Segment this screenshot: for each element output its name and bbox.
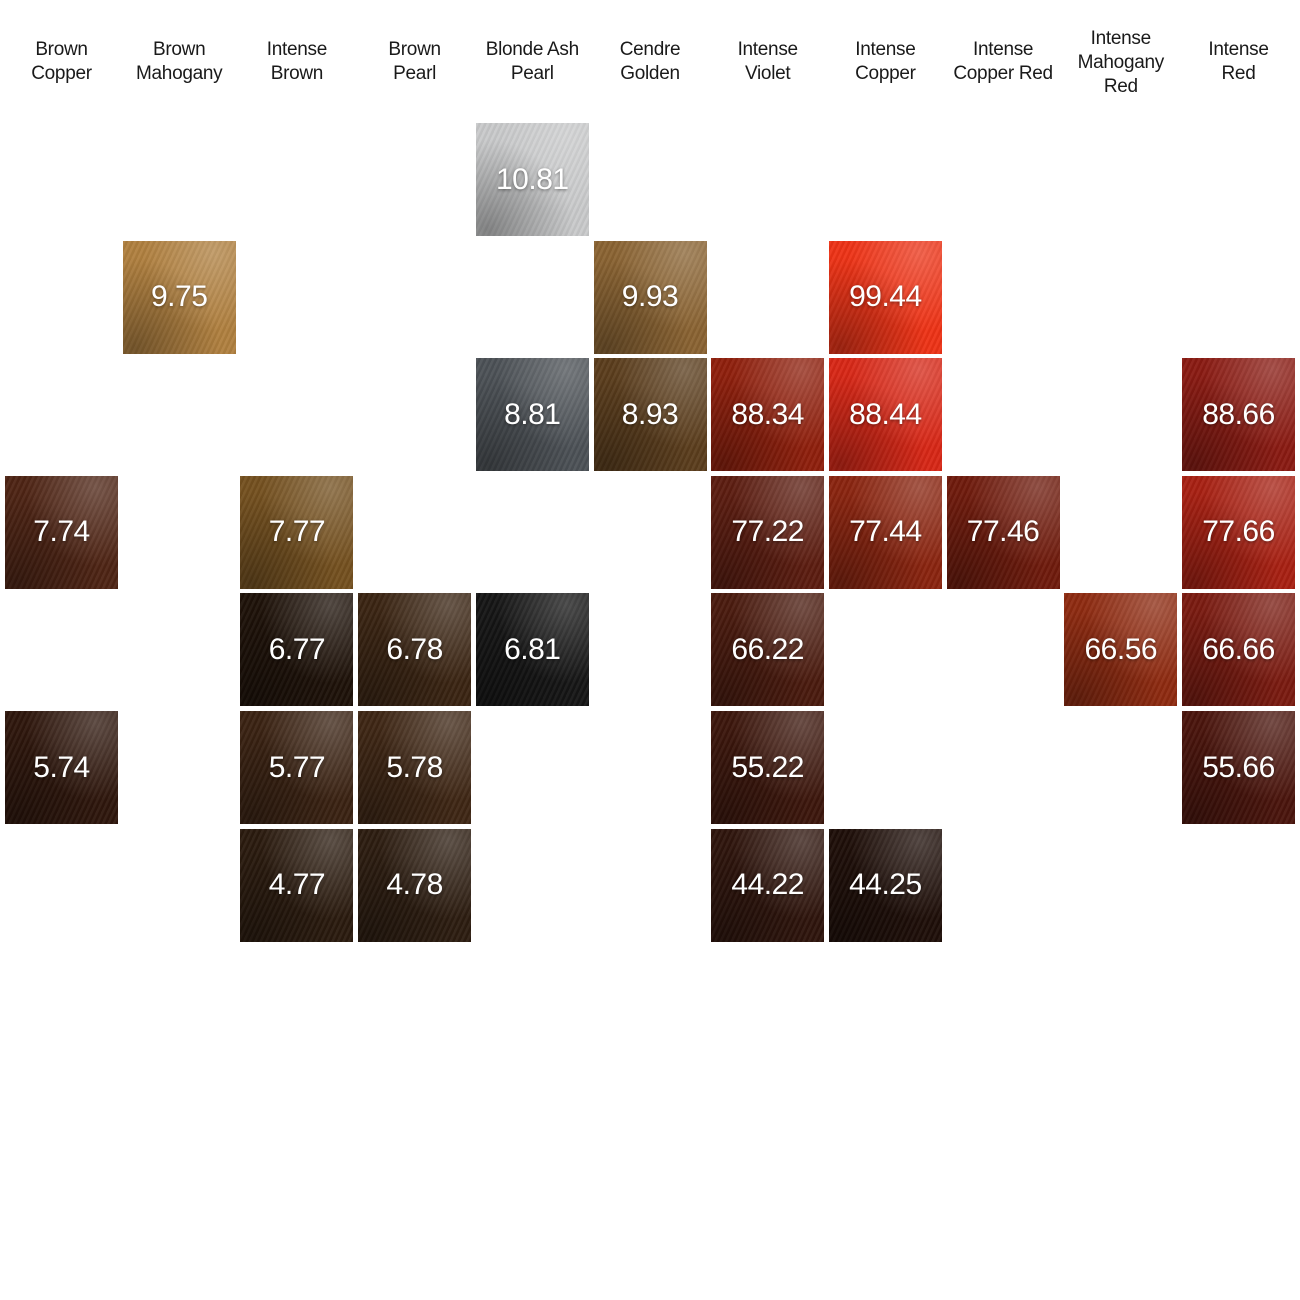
swatch-code: 10.81 — [496, 162, 569, 196]
swatch-code: 9.93 — [621, 280, 679, 314]
color-swatch[interactable]: 66.66 — [1182, 593, 1295, 707]
column-header: Intense Violet — [737, 39, 799, 84]
swatch-code: 8.93 — [621, 397, 679, 431]
column-header: Intense Copper Red — [953, 39, 1053, 84]
color-swatch[interactable]: 6.81 — [475, 593, 589, 707]
swatch-code: 7.74 — [33, 515, 90, 549]
column-header: Brown Mahogany — [136, 39, 223, 84]
swatch-code: 77.22 — [731, 515, 804, 549]
color-swatch[interactable]: 44.22 — [711, 828, 825, 942]
swatch-code: 5.78 — [386, 750, 443, 784]
color-swatch[interactable]: 55.22 — [711, 711, 825, 824]
color-swatch[interactable]: 6.78 — [358, 593, 472, 707]
swatch-code: 88.66 — [1202, 397, 1275, 431]
swatch-code: 77.66 — [1202, 515, 1275, 549]
color-swatch[interactable]: 77.46 — [946, 475, 1060, 589]
color-swatch[interactable]: 66.22 — [711, 593, 825, 707]
color-swatch[interactable]: 4.77 — [240, 828, 354, 942]
swatch-code: 99.44 — [849, 280, 922, 314]
color-swatch[interactable]: 77.22 — [711, 475, 825, 589]
swatch-code: 4.78 — [386, 868, 443, 902]
color-swatch[interactable]: 88.34 — [711, 358, 825, 472]
column-header: Brown Pearl — [388, 39, 441, 84]
swatch-code: 77.44 — [849, 515, 922, 549]
color-swatch[interactable]: 4.78 — [358, 828, 472, 942]
swatch-code: 88.44 — [849, 397, 922, 431]
swatch-code: 4.77 — [268, 868, 326, 902]
swatch-code: 7.77 — [268, 515, 326, 549]
swatch-code: 44.25 — [849, 868, 922, 902]
column-header: Intense Brown — [266, 39, 328, 84]
color-swatch[interactable]: 99.44 — [828, 240, 942, 354]
swatch-code: 6.78 — [386, 632, 443, 666]
color-swatch[interactable]: 5.77 — [240, 711, 354, 824]
color-swatch[interactable]: 88.66 — [1182, 358, 1295, 472]
color-swatch[interactable]: 10.81 — [475, 123, 589, 236]
column-header: Cendre Golden — [619, 39, 681, 84]
column-header: Intense Mahogany Red — [1077, 28, 1165, 97]
swatch-code: 66.66 — [1202, 632, 1275, 666]
color-swatch[interactable]: 7.74 — [5, 475, 118, 589]
color-swatch[interactable]: 6.77 — [240, 593, 354, 707]
column-header: Intense Copper — [855, 39, 916, 84]
column-header: Intense Red — [1208, 39, 1269, 84]
color-swatch[interactable]: 9.75 — [122, 240, 236, 354]
swatch-code: 77.46 — [966, 515, 1040, 549]
color-swatch[interactable]: 5.74 — [5, 711, 118, 824]
swatch-code: 8.81 — [504, 397, 561, 431]
color-swatch[interactable]: 55.66 — [1182, 711, 1295, 824]
color-swatch[interactable]: 5.78 — [358, 711, 472, 824]
swatch-code: 55.66 — [1202, 750, 1275, 784]
color-swatch[interactable]: 66.56 — [1064, 593, 1178, 707]
color-swatch[interactable]: 77.66 — [1182, 475, 1295, 589]
swatch-code: 44.22 — [731, 868, 804, 902]
swatch-code: 5.77 — [268, 750, 326, 784]
swatch-code: 6.77 — [268, 632, 326, 666]
color-swatch[interactable]: 77.44 — [828, 475, 942, 589]
color-swatch[interactable]: 8.81 — [475, 358, 589, 472]
swatch-code: 9.75 — [150, 280, 208, 314]
color-swatch[interactable]: 7.77 — [240, 475, 354, 589]
swatch-code: 66.22 — [731, 632, 804, 666]
column-header: Brown Copper — [31, 39, 92, 84]
color-swatch[interactable]: 44.25 — [828, 828, 942, 942]
swatch-code: 88.34 — [731, 397, 804, 431]
swatch-code: 66.56 — [1084, 632, 1158, 666]
swatch-code: 6.81 — [504, 632, 561, 666]
color-swatch[interactable]: 9.93 — [593, 240, 707, 354]
column-header: Blonde Ash Pearl — [485, 39, 579, 84]
color-swatch[interactable]: 88.44 — [828, 358, 942, 472]
swatch-code: 5.74 — [33, 750, 90, 784]
swatch-code: 55.22 — [731, 750, 804, 784]
color-swatch[interactable]: 8.93 — [593, 358, 707, 472]
